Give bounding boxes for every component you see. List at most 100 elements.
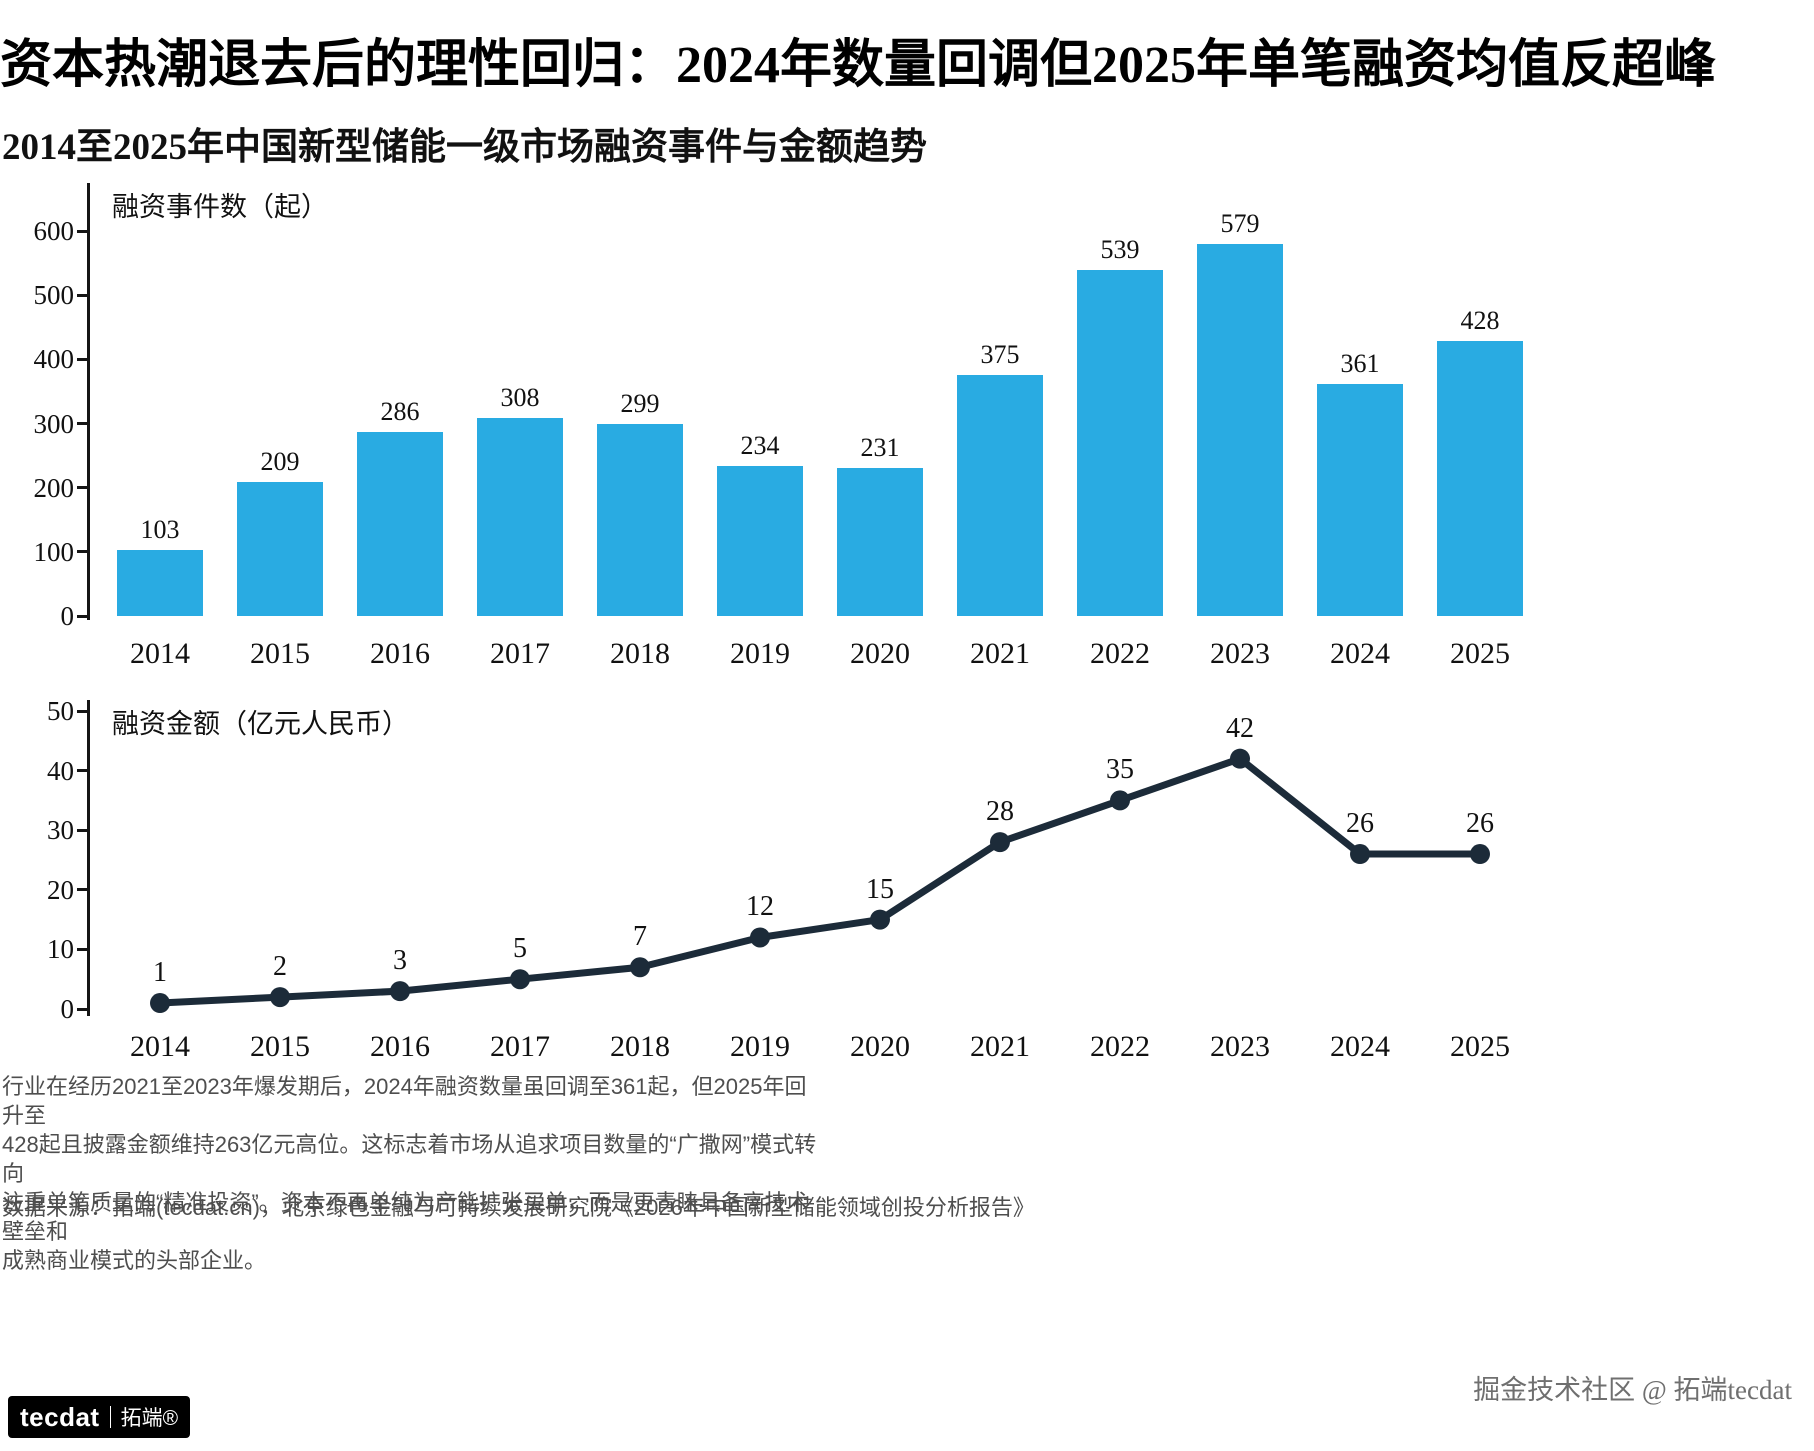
bar-2015: [237, 481, 323, 616]
y-tick-mark: [77, 1007, 87, 1011]
logo-divider: [109, 1406, 111, 1428]
bar-value-label: 299: [620, 389, 660, 419]
logo-suffix: 拓端®: [120, 1407, 179, 1430]
bar-value-label: 209: [260, 446, 300, 476]
x-axis-label: 2022: [1090, 1030, 1150, 1063]
point-value-label: 26: [1466, 808, 1494, 840]
x-axis-label: 2023: [1210, 637, 1270, 670]
data-point-2024: [1350, 844, 1370, 865]
bar-value-label: 234: [740, 430, 780, 460]
y-tick-mark: [77, 357, 87, 361]
bar-2016: [357, 432, 443, 616]
bar-2021: [957, 375, 1043, 616]
x-axis-label: 2021: [970, 637, 1030, 670]
footnote-line: 注重单笔质量的“精准投资”。资本不再单纯为产能扩张买单，而是更青睐具备高技术壁垒…: [2, 1190, 809, 1244]
bar-2025: [1437, 341, 1523, 616]
y-tick-label: 400: [33, 344, 75, 375]
data-point-2015: [270, 987, 290, 1008]
bar-2017: [477, 418, 563, 616]
y-tick-mark: [77, 550, 87, 554]
bar-2020: [837, 467, 923, 616]
data-point-2019: [750, 927, 770, 948]
bar-value-label: 375: [980, 340, 1020, 370]
tecdat-logo: tecdat 拓端®: [8, 1396, 191, 1438]
data-point-2020: [870, 909, 890, 930]
point-value-label: 42: [1226, 712, 1254, 744]
point-value-label: 2: [273, 951, 287, 983]
data-source: 数据来源：拓端(tecdat.cn)，北京绿色金融与可持续发展研究院《2026年…: [2, 1195, 1035, 1220]
point-value-label: 12: [746, 891, 774, 923]
line-chart: 融资金额（亿元人民币） 0 10 20 30 40 50 1 2014 2 2015 3 2016 5 2…: [0, 696, 1814, 1072]
y-tick-mark: [77, 293, 87, 297]
data-point-2017: [510, 969, 530, 990]
x-axis-label: 2025: [1450, 1030, 1510, 1063]
y-tick-label: 200: [33, 472, 75, 503]
bar-2023: [1197, 244, 1283, 616]
point-value-label: 28: [986, 796, 1014, 828]
y-tick-label: 300: [33, 408, 75, 439]
data-point-2025: [1470, 844, 1490, 865]
bar-chart: 融资事件数（起） 0 100 200 300 400 500 600 103 2014 209 20…: [0, 175, 1814, 685]
x-axis-label: 2017: [490, 1030, 550, 1063]
point-value-label: 3: [393, 945, 407, 977]
x-axis-label: 2014: [130, 1030, 190, 1063]
bar-chart-axis-title: 融资事件数（起）: [112, 192, 328, 222]
footnote: 行业在经历2021至2023年爆发期后，2024年融资数量虽回调至361起，但2…: [2, 1072, 822, 1275]
y-tick-mark: [77, 888, 87, 892]
x-axis-label: 2023: [1210, 1030, 1270, 1063]
point-value-label: 1: [153, 957, 167, 989]
footnote-line: 行业在经历2021至2023年爆发期后，2024年融资数量虽回调至361起，但2…: [2, 1074, 807, 1128]
bar-value-label: 308: [500, 383, 540, 413]
bar-2022: [1077, 270, 1163, 616]
x-axis-label: 2019: [730, 1030, 790, 1063]
x-axis-label: 2015: [250, 637, 310, 670]
bar-value-label: 579: [1220, 209, 1260, 239]
page-title: 资本热潮退去后的理性回归：2024年数量回调但2025年单笔融资均值反超峰: [0, 37, 1717, 94]
bar-value-label: 539: [1100, 235, 1140, 265]
page-subtitle: 2014至2025年中国新型储能一级市场融资事件与金额趋势: [2, 127, 927, 168]
y-tick-label: 600: [33, 216, 75, 246]
point-value-label: 7: [633, 921, 647, 953]
x-axis-label: 2018: [610, 637, 670, 670]
x-axis-label: 2020: [850, 637, 910, 670]
data-point-2016: [390, 981, 410, 1002]
y-tick-label: 0: [60, 994, 75, 1024]
y-tick-label: 0: [60, 601, 75, 631]
y-tick-label: 50: [47, 696, 74, 726]
bar-2014: [117, 549, 203, 616]
y-tick-label: 30: [47, 815, 74, 846]
x-axis-label: 2015: [250, 1030, 310, 1063]
data-point-2021: [990, 832, 1010, 853]
x-axis-label: 2017: [490, 637, 550, 670]
x-axis-label: 2014: [130, 637, 190, 670]
y-tick-mark: [77, 769, 87, 773]
data-point-2018: [630, 957, 650, 978]
footnote-line: 成熟商业模式的头部企业。: [2, 1248, 267, 1273]
x-axis-label: 2021: [970, 1030, 1030, 1063]
data-point-2023: [1230, 748, 1250, 769]
y-tick-mark: [77, 828, 87, 832]
line-chart-axis-title: 融资金额（亿元人民币）: [112, 709, 409, 739]
bar-value-label: 428: [1460, 306, 1500, 336]
y-tick-mark: [77, 486, 87, 490]
x-axis-label: 2022: [1090, 637, 1150, 670]
x-axis-label: 2025: [1450, 637, 1510, 670]
bar-2024: [1317, 384, 1403, 616]
bar-chart-y-axis: [87, 183, 90, 620]
y-tick-label: 10: [47, 934, 74, 965]
bar-value-label: 286: [380, 397, 420, 427]
data-point-2014: [150, 993, 170, 1014]
bar-2019: [717, 465, 803, 616]
y-tick-label: 40: [47, 755, 74, 786]
y-tick-label: 100: [33, 536, 75, 567]
bar-value-label: 103: [140, 514, 180, 544]
footnote-line: 428起且披露金额维持263亿元高位。这标志着市场从追求项目数量的“广撒网”模式…: [2, 1132, 817, 1186]
y-tick-mark: [77, 709, 87, 713]
bar-value-label: 231: [860, 432, 900, 462]
point-value-label: 15: [866, 873, 894, 905]
point-value-label: 35: [1106, 754, 1134, 786]
y-tick-mark: [77, 947, 87, 951]
x-axis-label: 2016: [370, 1030, 430, 1063]
x-axis-label: 2024: [1330, 1030, 1390, 1063]
